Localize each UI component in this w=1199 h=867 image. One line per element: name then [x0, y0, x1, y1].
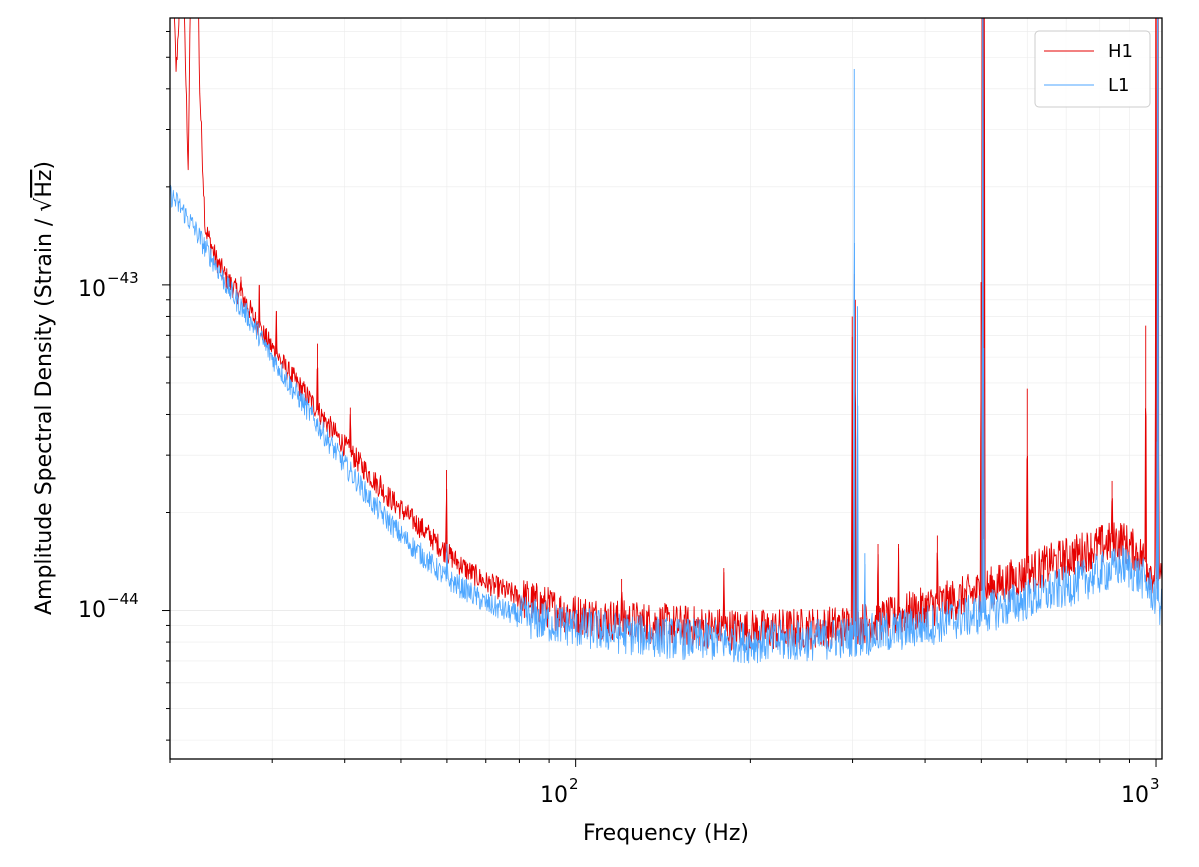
series-layer [170, 18, 1162, 664]
x-tick-label-1000-exp: 3 [1150, 775, 1160, 793]
y-tick-label-1e-43: 10 [78, 277, 106, 302]
y-tick-label-1e-43-exp: −43 [107, 269, 139, 287]
y-axis-label-prefix: Amplitude Spectral Density (Strain / [32, 212, 57, 615]
series-line-h1 [173, 18, 1162, 652]
legend-box [1034, 30, 1151, 108]
svg-text:Amplitude Spectral Density (St: Amplitude Spectral Density (Strain / √Hz… [32, 161, 57, 615]
y-tick-label-1e-44: 10 [78, 598, 106, 623]
x-tick-label-100-exp: 2 [569, 775, 579, 793]
legend: H1 L1 [1034, 30, 1151, 108]
axis-ticks [162, 30, 1157, 767]
x-tick-label-100: 10 [540, 783, 568, 808]
y-tick-label-1e-44-exp: −44 [107, 590, 139, 608]
legend-label-l1: L1 [1108, 75, 1129, 96]
plot-frame [169, 17, 1163, 760]
y-axis-label-unit: Hz [32, 170, 57, 198]
grid [170, 18, 1162, 759]
legend-label-h1: H1 [1108, 41, 1133, 62]
y-axis-label-sqrt: √ [32, 197, 57, 212]
series-line-l1 [170, 18, 1162, 664]
y-axis-label: Amplitude Spectral Density (Strain / √Hz… [32, 161, 57, 615]
x-axis-label: Frequency (Hz) [583, 821, 749, 846]
y-axis-label-suffix: ) [32, 161, 57, 170]
x-tick-label-1000: 10 [1121, 783, 1149, 808]
